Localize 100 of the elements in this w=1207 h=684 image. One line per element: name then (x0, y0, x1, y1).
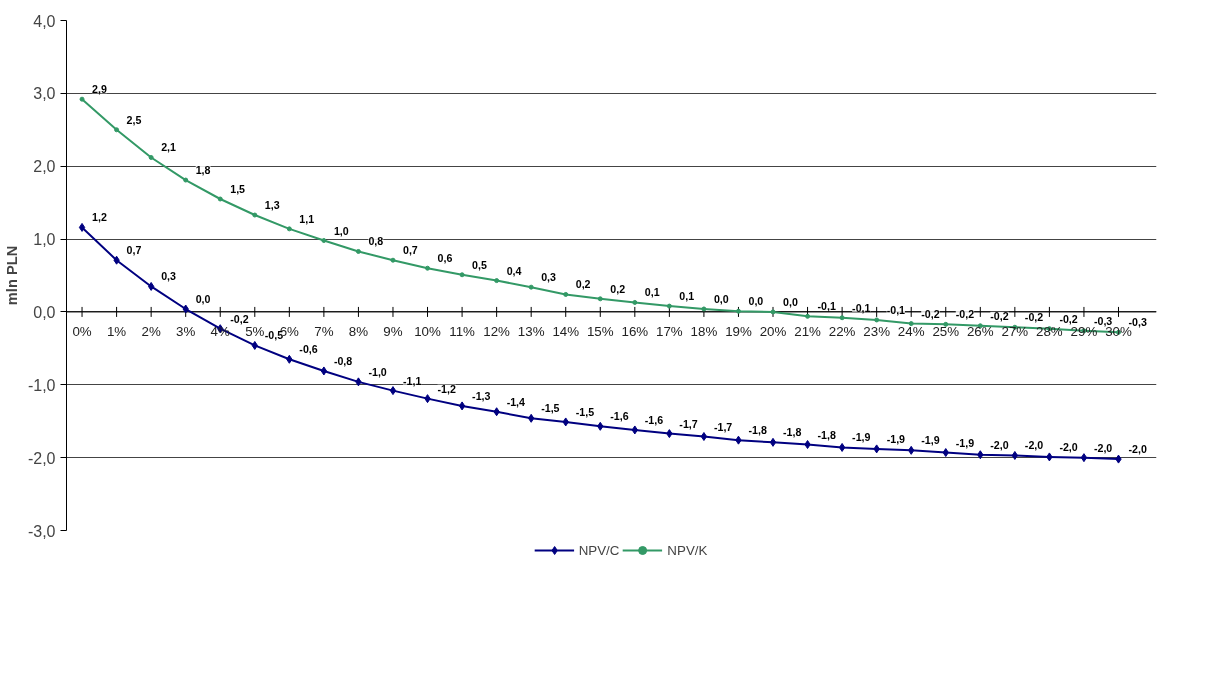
y-tick-label: 4,0 (33, 12, 56, 30)
x-tick-label: 13% (517, 323, 545, 339)
y-tick-label: 2,0 (33, 158, 56, 176)
point (631, 425, 638, 435)
point (424, 394, 431, 404)
point (251, 340, 258, 350)
x-tick-label: 15% (586, 323, 614, 339)
data-label: -0,2 (990, 309, 1009, 322)
point (425, 265, 431, 271)
data-label: 2,5 (126, 113, 142, 126)
data-label: -1,0 (368, 365, 387, 378)
data-label: 0,2 (575, 278, 591, 291)
data-label: 0,6 (437, 252, 453, 265)
data-label: -1,6 (610, 410, 629, 423)
data-label: -2,0 (1024, 439, 1044, 452)
data-label: -0,2 (230, 312, 249, 325)
data-label: -1,2 (437, 382, 456, 395)
data-label: -0,1 (886, 303, 906, 316)
x-tick-label: 0% (72, 323, 92, 339)
data-label: -1,9 (852, 431, 871, 444)
data-label: -1,5 (541, 402, 560, 415)
data-label: 1,5 (230, 183, 246, 195)
point (666, 429, 673, 439)
data-label: 0,1 (644, 286, 660, 299)
x-tick-label: 3% (176, 323, 196, 339)
data-label: -0,2 (1024, 311, 1044, 324)
point (873, 444, 880, 454)
point (78, 222, 86, 232)
y-tick-label: -1,0 (27, 376, 56, 394)
legend-label: NPV/K (667, 542, 708, 558)
point (943, 321, 949, 327)
point (700, 432, 708, 442)
x-tick-label: 22% (828, 323, 856, 339)
x-tick-label: 27% (1001, 323, 1029, 339)
x-tick-label: 9% (383, 323, 403, 339)
point (735, 308, 741, 314)
data-label: 0,4 (506, 264, 522, 277)
point (286, 226, 292, 232)
x-tick-label: 1% (106, 323, 127, 339)
data-label: 1,0 (333, 224, 349, 237)
point (458, 401, 466, 411)
x-tick-label: 25% (932, 323, 960, 339)
data-label: -0,2 (921, 307, 940, 320)
data-label: -1,6 (644, 413, 664, 426)
legend-label: NPV/C (578, 542, 620, 558)
x-tick-label: 10% (414, 323, 442, 339)
point (632, 299, 638, 305)
point (355, 377, 362, 387)
y-tick-label: 3,0 (33, 85, 56, 103)
data-label: 0,7 (402, 244, 418, 257)
point (528, 284, 534, 290)
data-label: -1,8 (817, 428, 836, 441)
data-label: -1,3 (472, 389, 491, 402)
point (148, 154, 154, 160)
data-label: -2,0 (1093, 441, 1113, 454)
data-label: 1,8 (195, 164, 211, 177)
point (217, 196, 223, 202)
data-label: -0,1 (817, 300, 836, 313)
point (147, 281, 155, 291)
data-label: -2,0 (1059, 440, 1078, 453)
point (1046, 452, 1053, 462)
data-label: -1,5 (575, 405, 595, 418)
data-label: 0,0 (748, 295, 764, 308)
data-label: -0,2 (955, 308, 975, 321)
point (805, 313, 811, 319)
point (804, 440, 811, 450)
x-tick-label: 11% (449, 323, 476, 339)
y-axis-title: mln PLN (3, 245, 20, 306)
point (320, 366, 328, 376)
point (701, 306, 707, 312)
data-label: 2,1 (161, 141, 177, 154)
data-label: 0,8 (368, 235, 384, 248)
x-tick-label: 21% (794, 323, 822, 339)
point (908, 445, 915, 455)
point (183, 177, 189, 183)
data-label: 2,9 (92, 83, 107, 96)
point (597, 296, 603, 302)
data-label: 0,5 (472, 258, 487, 271)
x-tick-label: 14% (552, 323, 580, 339)
x-tick-label: 8% (348, 323, 369, 339)
x-tick-label: 20% (759, 323, 787, 339)
x-tick-label: 12% (483, 323, 511, 339)
point (114, 127, 120, 133)
data-label: 1,1 (299, 212, 315, 225)
point (1115, 454, 1122, 464)
point (838, 442, 846, 452)
x-tick-label: 5% (245, 323, 265, 339)
y-tick-label: -3,0 (27, 522, 56, 540)
point (355, 248, 361, 254)
x-tick-label: 17% (656, 323, 683, 339)
data-label: -0,1 (852, 301, 871, 314)
point (389, 386, 397, 396)
point (977, 450, 984, 460)
data-label: -1,7 (713, 420, 733, 433)
data-label: -1,8 (748, 424, 767, 437)
x-tick-label: 16% (621, 323, 649, 339)
data-label: -2,0 (1128, 443, 1147, 456)
point (839, 315, 845, 321)
point (252, 212, 258, 218)
point (1080, 453, 1088, 463)
